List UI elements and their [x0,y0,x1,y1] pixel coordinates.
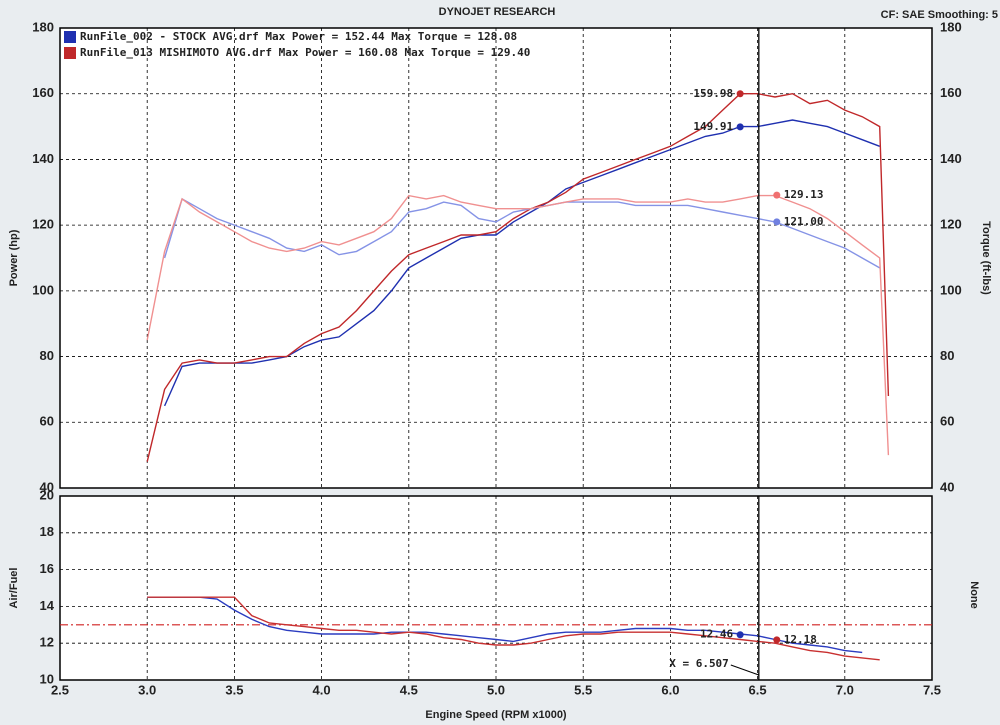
y-tick-label: 40 [40,479,54,494]
marker [773,191,781,199]
marker-label: 149.91 [693,120,733,133]
y-tick-label: 12 [40,635,54,650]
y2-axis-label: Torque (ft-lbs) [980,221,992,295]
marker [773,636,781,644]
series-line [163,197,881,269]
marker-label: 129.13 [784,188,824,201]
y-tick-label: 20 [40,487,54,502]
cursor-label: X = 6.507 [669,657,729,670]
marker [736,631,744,639]
x-tick-label: 2.5 [51,682,69,697]
y-tick-label: 140 [32,151,54,166]
y2-tick-label: 160 [940,85,962,100]
y2-tick-label: 80 [940,348,954,363]
y-tick-label: 80 [40,348,54,363]
y-tick-label: 120 [32,217,54,232]
y2-tick-label: 100 [940,282,962,297]
marker-label: 121.00 [784,215,824,228]
y-tick-label: 60 [40,414,54,429]
marker [736,90,744,98]
x-axis-label: Engine Speed (RPM x1000) [425,709,567,721]
series-line [147,596,880,661]
series-line [146,92,890,462]
y-tick-label: 16 [40,561,54,576]
marker-label: 12.46 [700,628,733,641]
x-tick-label: 4.0 [313,682,331,697]
marker-label: 12.18 [784,633,817,646]
legend-label: RunFile_002 - STOCK AVG.drf Max Power = … [80,30,517,43]
y-axis-label: Power (hp) [8,229,20,286]
legend-swatch [64,47,76,59]
x-tick-label: 6.0 [661,682,679,697]
cursor-pointer [730,664,759,676]
y2-tick-label: 40 [940,479,954,494]
y2-axis-label: None [968,581,980,609]
x-tick-label: 3.5 [225,682,243,697]
x-tick-label: 3.0 [138,682,156,697]
x-tick-label: 7.5 [923,682,941,697]
x-tick-label: 4.5 [400,682,418,697]
chart-subtitle: CF: SAE Smoothing: 5 [881,9,998,21]
chart-title: DYNOJET RESEARCH [439,6,556,18]
series-line [146,194,890,456]
marker [736,123,744,131]
y-tick-label: 180 [32,19,54,34]
x-tick-label: 5.0 [487,682,505,697]
legend-swatch [64,31,76,43]
y2-tick-label: 180 [940,19,962,34]
x-tick-label: 7.0 [836,682,854,697]
y-tick-label: 160 [32,85,54,100]
y-tick-label: 100 [32,282,54,297]
y-tick-label: 14 [40,598,55,613]
y-tick-label: 18 [40,524,54,539]
marker [773,218,781,226]
x-tick-label: 5.5 [574,682,592,697]
marker-label: 159.98 [693,87,733,100]
y2-tick-label: 120 [940,217,962,232]
y2-tick-label: 140 [940,151,962,166]
y-axis-label: Air/Fuel [8,568,20,609]
y2-tick-label: 60 [940,414,954,429]
legend-label: RunFile_013 MISHIMOTO AVG.drf Max Power … [80,46,530,59]
x-tick-label: 6.5 [749,682,767,697]
y-tick-label: 10 [40,671,54,686]
